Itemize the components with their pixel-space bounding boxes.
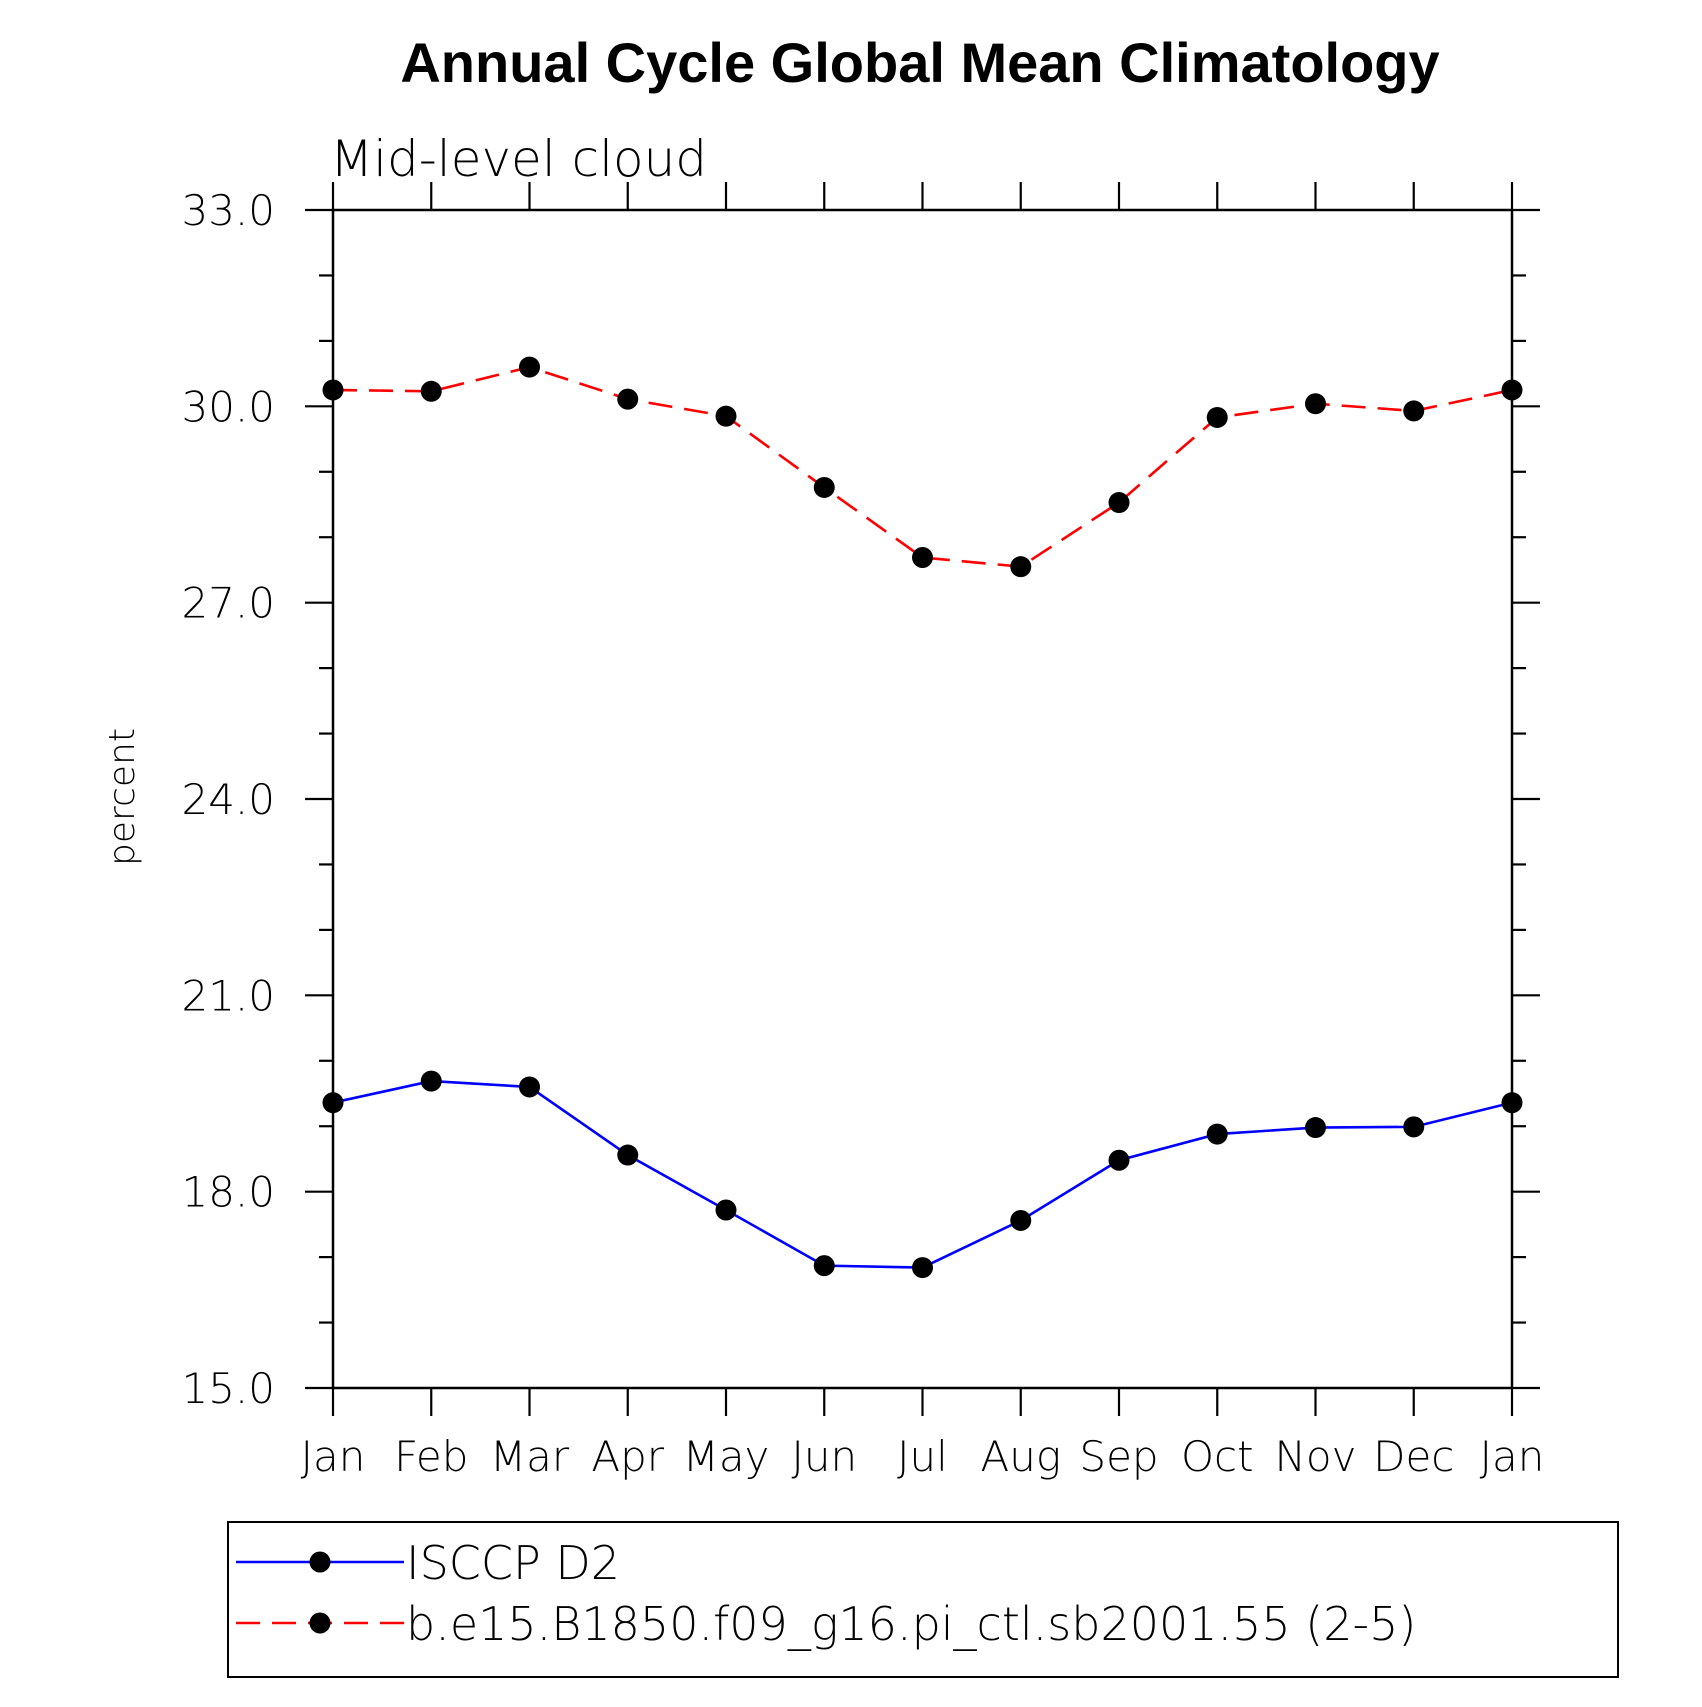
- data-point: [420, 1070, 442, 1092]
- data-point: [912, 1257, 933, 1279]
- data-point: [1010, 1209, 1032, 1231]
- series-2: [322, 356, 1523, 578]
- x-tick-label: Oct: [1181, 1432, 1254, 1481]
- series-layer: [322, 356, 1523, 1279]
- axis-ticks: [305, 182, 1540, 1416]
- x-tick-label: Jan: [301, 1432, 366, 1481]
- series-line: [332, 1079, 1513, 1269]
- x-tick-label: Nov: [1275, 1432, 1357, 1481]
- data-point: [519, 1076, 540, 1098]
- data-point: [1305, 1117, 1326, 1139]
- data-point: [1206, 406, 1228, 428]
- x-tick-label: Feb: [394, 1432, 468, 1481]
- data-point: [1108, 1149, 1130, 1171]
- legend-marker: [309, 1551, 331, 1573]
- series-1: [322, 1070, 1523, 1279]
- chart-title: Annual Cycle Global Mean Climatology: [400, 31, 1439, 94]
- data-point: [912, 547, 933, 569]
- y-axis-label: percent: [102, 728, 143, 866]
- legend-item-1: ISCCP D2: [236, 1536, 620, 1590]
- data-point: [715, 1199, 737, 1221]
- data-point: [1403, 400, 1425, 422]
- x-tick-label: Jul: [897, 1432, 948, 1481]
- legend-box: [227, 1521, 1619, 1678]
- data-point: [617, 1144, 639, 1166]
- x-tick-label: Sep: [1079, 1432, 1158, 1481]
- x-tick-label: May: [683, 1432, 770, 1481]
- y-tick-label: 24.0: [181, 775, 275, 824]
- y-tick-label: 21.0: [181, 971, 275, 1020]
- y-axis-tick-labels: 15.0 18.0 21.0 24.0 27.0 30.0 33.0: [181, 186, 275, 1413]
- data-point: [813, 476, 835, 498]
- data-point: [1501, 379, 1523, 401]
- x-tick-label: Apr: [591, 1432, 664, 1481]
- y-tick-label: 18.0: [181, 1168, 275, 1217]
- data-point: [813, 1255, 835, 1277]
- plot-frame: [331, 208, 1514, 1390]
- legend-label: b.e15.B1850.f09_g16.pi_ctl.sb2001.55 (2-…: [406, 1597, 1416, 1651]
- data-point: [322, 379, 344, 401]
- data-point: [1108, 492, 1130, 514]
- legend-label: ISCCP D2: [406, 1536, 620, 1590]
- y-tick-label: 27.0: [181, 579, 275, 628]
- data-point: [1206, 1123, 1228, 1145]
- chart-subtitle: Mid-level cloud: [330, 130, 707, 188]
- legend-marker: [309, 1612, 331, 1634]
- y-tick-label: 33.0: [181, 186, 275, 235]
- x-tick-label: Dec: [1373, 1432, 1454, 1481]
- data-point: [1305, 393, 1326, 415]
- legend: ISCCP D2 b.e15.B1850.f09_g16.pi_ctl.sb200…: [236, 1536, 1416, 1651]
- y-tick-label: 30.0: [181, 382, 275, 431]
- data-point: [617, 388, 639, 410]
- data-point: [1403, 1116, 1425, 1138]
- legend-item-2: b.e15.B1850.f09_g16.pi_ctl.sb2001.55 (2-…: [236, 1597, 1416, 1651]
- data-point: [1501, 1092, 1523, 1114]
- x-tick-label: Jan: [1480, 1432, 1545, 1481]
- data-point: [1010, 556, 1032, 578]
- series-line: [332, 365, 1513, 569]
- data-point: [715, 405, 737, 427]
- data-point: [322, 1092, 344, 1114]
- x-tick-label: Mar: [490, 1432, 570, 1481]
- x-tick-label: Aug: [980, 1432, 1061, 1481]
- data-point: [420, 380, 442, 402]
- data-point: [519, 356, 540, 378]
- y-tick-label: 15.0: [181, 1364, 275, 1413]
- x-axis-tick-labels: Jan Feb Mar Apr May Jun Jul Aug Sep Oct Nov Dec Jan: [301, 1432, 1545, 1481]
- x-tick-label: Jun: [791, 1432, 857, 1481]
